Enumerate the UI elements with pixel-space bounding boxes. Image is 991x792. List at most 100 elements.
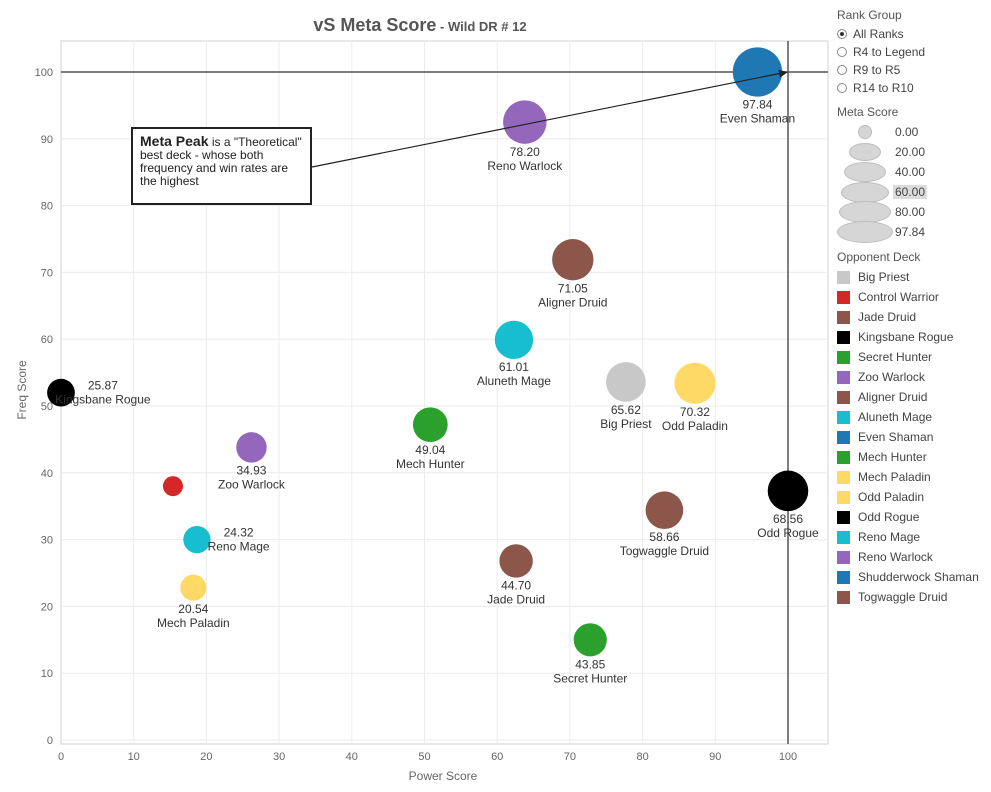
size-legend-value: 60.00 [893,185,928,199]
data-label-deck: Odd Paladin [662,419,728,433]
legend-panel: Rank Group All Ranks R4 to Legend R9 to R5… [837,8,987,615]
deck-legend-label: Secret Hunter [858,350,933,364]
point-reno-mage[interactable] [183,525,211,554]
x-tick-label: 30 [273,751,285,763]
deck-legend-aluneth-mage[interactable]: Aluneth Mage [837,407,987,427]
deck-legend-label: Reno Warlock [858,550,933,564]
point-togwaggle-druid[interactable] [645,491,684,530]
point-aluneth-mage[interactable] [494,320,534,360]
rank-option-all-ranks[interactable]: All Ranks [837,25,987,43]
size-legend-item: 60.00 [837,181,987,203]
deck-legend-even-shaman[interactable]: Even Shaman [837,427,987,447]
deck-legend-label: Zoo Warlock [858,370,925,384]
data-label-deck: Secret Hunter [553,671,627,685]
deck-legend-reno-mage[interactable]: Reno Mage [837,527,987,547]
point-big-priest[interactable] [606,362,646,402]
color-swatch [837,470,850,484]
deck-legend-aligner-druid[interactable]: Aligner Druid [837,387,987,407]
deck-legend-label: Togwaggle Druid [858,590,948,604]
radio-icon[interactable] [837,29,847,39]
deck-legend-label: Reno Mage [858,530,921,544]
size-circle-icon [841,181,889,203]
size-legend-item: 80.00 [837,201,987,223]
point-jade-druid[interactable] [499,544,533,578]
size-legend-item: 0.00 [837,122,987,142]
data-label-value: 24.32 [224,526,254,540]
deck-legend-mech-hunter[interactable]: Mech Hunter [837,447,987,467]
deck-legend-reno-warlock[interactable]: Reno Warlock [837,547,987,567]
data-label-deck: Zoo Warlock [218,478,286,492]
annotation-text: is a "Theoretical" best deck - whose bot… [140,135,302,188]
opponent-deck-legend: Opponent Deck Big Priest Control Warrior J… [837,250,987,607]
deck-legend-mech-paladin[interactable]: Mech Paladin [837,467,987,487]
rank-option-r9-to-r5[interactable]: R9 to R5 [837,61,987,79]
radio-icon[interactable] [837,83,847,93]
rank-option-label: R9 to R5 [853,63,901,77]
x-tick-label: 40 [346,751,358,763]
annotation-title: Meta Peak [140,133,209,149]
deck-legend-shudderwock-shaman[interactable]: Shudderwock Shaman [837,567,987,587]
x-tick-label: 10 [128,751,140,763]
deck-legend-zoo-warlock[interactable]: Zoo Warlock [837,367,987,387]
deck-legend-secret-hunter[interactable]: Secret Hunter [837,347,987,367]
deck-legend-big-priest[interactable]: Big Priest [837,267,987,287]
x-axis-label: Power Score [409,769,478,783]
deck-legend-label: Odd Paladin [858,490,925,504]
data-label-deck: Odd Rogue [757,526,819,540]
data-label-deck: Reno Mage [208,540,270,554]
deck-legend-togwaggle-druid[interactable]: Togwaggle Druid [837,587,987,607]
data-label-deck: Mech Paladin [157,616,230,630]
rank-group-title: Rank Group [837,8,902,22]
data-points [47,47,809,657]
point-mech-paladin[interactable] [180,574,207,601]
deck-legend-label: Mech Hunter [858,450,927,464]
point-secret-hunter[interactable] [573,623,607,657]
y-tick-label: 80 [41,201,53,213]
radio-icon[interactable] [837,47,847,57]
point-even-shaman[interactable] [732,47,783,97]
x-tick-label: 80 [636,751,648,763]
color-swatch [837,450,850,464]
data-label-value: 65.62 [611,403,641,417]
data-label-value: 25.87 [88,379,118,393]
point-mech-hunter[interactable] [412,407,448,443]
radio-icon[interactable] [837,65,847,75]
data-label-deck: Togwaggle Druid [620,544,709,558]
data-label-deck: Aluneth Mage [477,374,551,388]
rank-option-r4-to-legend[interactable]: R4 to Legend [837,43,987,61]
color-swatch [837,390,850,404]
deck-legend-odd-paladin[interactable]: Odd Paladin [837,487,987,507]
size-legend-value: 0.00 [895,125,919,139]
size-circle-icon [839,201,891,223]
x-tick-label: 60 [491,751,503,763]
deck-legend-label: Control Warrior [858,290,939,304]
y-tick-label: 20 [41,601,53,613]
y-tick-label: 10 [41,668,53,680]
point-odd-paladin[interactable] [674,362,716,404]
point-odd-rogue[interactable] [767,470,809,512]
point-kingsbane-rogue[interactable] [47,378,75,407]
y-axis-label: Freq Score [15,360,29,420]
data-label-deck: Mech Hunter [396,457,465,471]
deck-legend-label: Mech Paladin [858,470,931,484]
data-label-value: 61.01 [499,360,529,374]
opponent-deck-title: Opponent Deck [837,250,921,264]
deck-legend-label: Odd Rogue [858,510,920,524]
color-swatch [837,310,850,324]
rank-option-label: All Ranks [853,27,904,41]
data-label-value: 20.54 [178,602,208,616]
deck-legend-kingsbane-rogue[interactable]: Kingsbane Rogue [837,327,987,347]
deck-legend-control-warrior[interactable]: Control Warrior [837,287,987,307]
rank-option-r14-to-r10[interactable]: R14 to R10 [837,79,987,97]
x-tick-label: 20 [200,751,212,763]
deck-legend-label: Even Shaman [858,430,934,444]
point-zoo-warlock[interactable] [236,432,267,463]
size-legend-value: 97.84 [895,225,926,239]
point-reno-warlock[interactable] [503,100,547,144]
deck-legend-label: Big Priest [858,270,910,284]
deck-legend-label: Aligner Druid [858,390,928,404]
point-aligner-druid[interactable] [552,239,594,281]
deck-legend-jade-druid[interactable]: Jade Druid [837,307,987,327]
point-control-warrior[interactable] [162,476,183,497]
deck-legend-odd-rogue[interactable]: Odd Rogue [837,507,987,527]
